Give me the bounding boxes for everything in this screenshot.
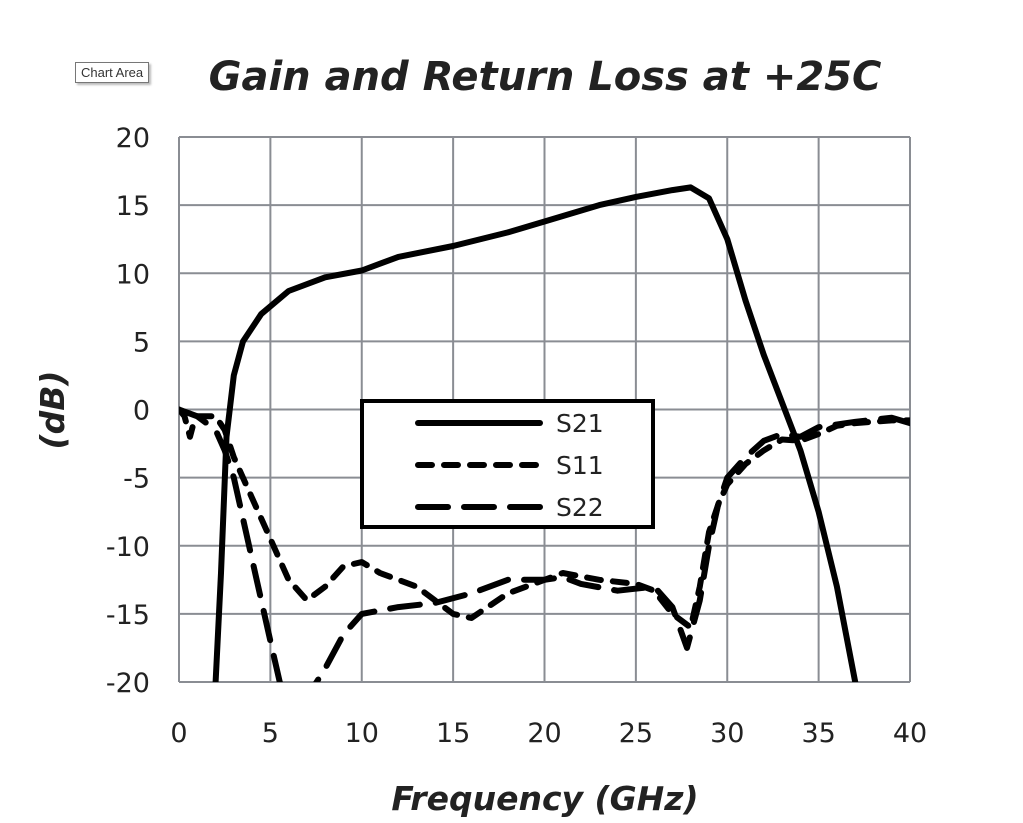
chart-title: Gain and Return Loss at +25C [209,54,882,100]
x-tick-label: 5 [262,718,279,749]
y-axis-label: (dB) [33,371,72,450]
x-tick-label: 25 [619,718,653,749]
legend-label-s11: S11 [556,451,604,480]
series-lines [179,184,910,682]
x-axis-label: Frequency (GHz) [391,779,698,818]
y-tick-label: 20 [116,123,150,154]
y-tick-label: -5 [123,464,150,495]
y-tick-label: 0 [133,396,150,427]
y-tick-label: 15 [116,191,150,222]
y-tick-label: 10 [116,259,150,290]
x-tick-label: 15 [436,718,470,749]
x-tick-label: 30 [710,718,744,749]
y-tick-label: 5 [133,327,150,358]
y-tick-label: -10 [106,532,150,563]
x-tick-label: 35 [801,718,835,749]
y-tick-label: -20 [106,668,150,699]
series-s21-line [212,184,859,682]
x-tick-label: 40 [893,718,927,749]
legend: S21 S11 S22 [360,399,655,529]
x-tick-labels: 0 5 10 15 20 25 30 35 40 [170,718,927,749]
series-s22-line [179,406,910,682]
x-tick-label: 0 [170,718,187,749]
legend-label-s22: S22 [556,493,604,522]
y-tick-label: -15 [106,600,150,631]
legend-label-s21: S21 [556,409,604,438]
chart-area-tooltip: Chart Area [75,62,150,83]
x-tick-label: 20 [527,718,561,749]
x-tick-label: 10 [345,718,379,749]
y-tick-labels: 20 15 10 5 0 -5 -10 -15 -20 [106,123,150,699]
